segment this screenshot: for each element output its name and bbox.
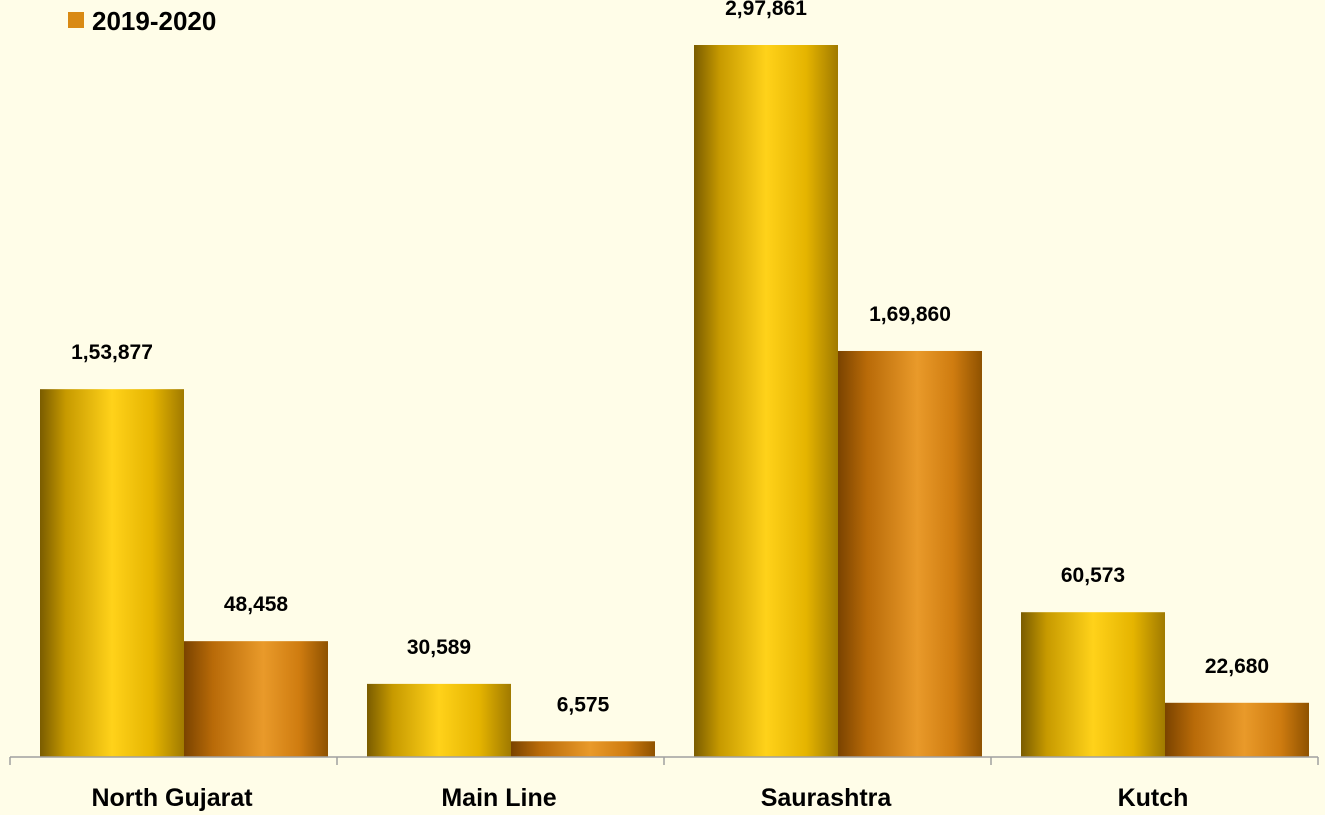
value-label-north-gujarat-series-1: 1,53,877	[71, 341, 153, 364]
value-label-saurashtra-series-2: 1,69,860	[869, 303, 951, 326]
bar-north-gujarat-series-1	[40, 389, 184, 757]
legend-swatch	[68, 12, 84, 28]
category-label-saurashtra: Saurashtra	[761, 784, 893, 812]
bar-saurashtra-series-2	[838, 350, 982, 757]
bar-kutch-series-2	[1165, 702, 1309, 757]
value-label-north-gujarat-series-2: 48,458	[224, 593, 289, 616]
value-label-kutch-series-1: 60,573	[1061, 564, 1125, 587]
bar-saurashtra-series-1	[694, 45, 838, 757]
bar-north-gujarat-series-2	[184, 641, 328, 757]
category-label-north-gujarat: North Gujarat	[91, 784, 253, 812]
legend: 2019-2020	[68, 6, 216, 36]
x-axis: North Gujarat Main Line Saurashtra Kutch	[9, 756, 1319, 812]
value-label-main-line-series-2: 6,575	[557, 693, 610, 716]
category-label-kutch: Kutch	[1118, 784, 1189, 812]
value-label-kutch-series-2: 22,680	[1205, 655, 1269, 678]
bar-kutch-series-1	[1021, 612, 1165, 757]
category-label-main-line: Main Line	[441, 784, 556, 812]
value-label-saurashtra-series-1: 2,97,861	[725, 0, 807, 20]
value-label-main-line-series-1: 30,589	[407, 636, 471, 659]
bars-layer	[40, 45, 1309, 757]
value-labels: 1,53,877 48,458 30,589 6,575 2,97,861 1,69,86…	[71, 0, 1269, 716]
bar-main-line-series-2	[511, 741, 655, 757]
bar-main-line-series-1	[367, 683, 511, 757]
legend-label: 2019-2020	[92, 6, 216, 36]
